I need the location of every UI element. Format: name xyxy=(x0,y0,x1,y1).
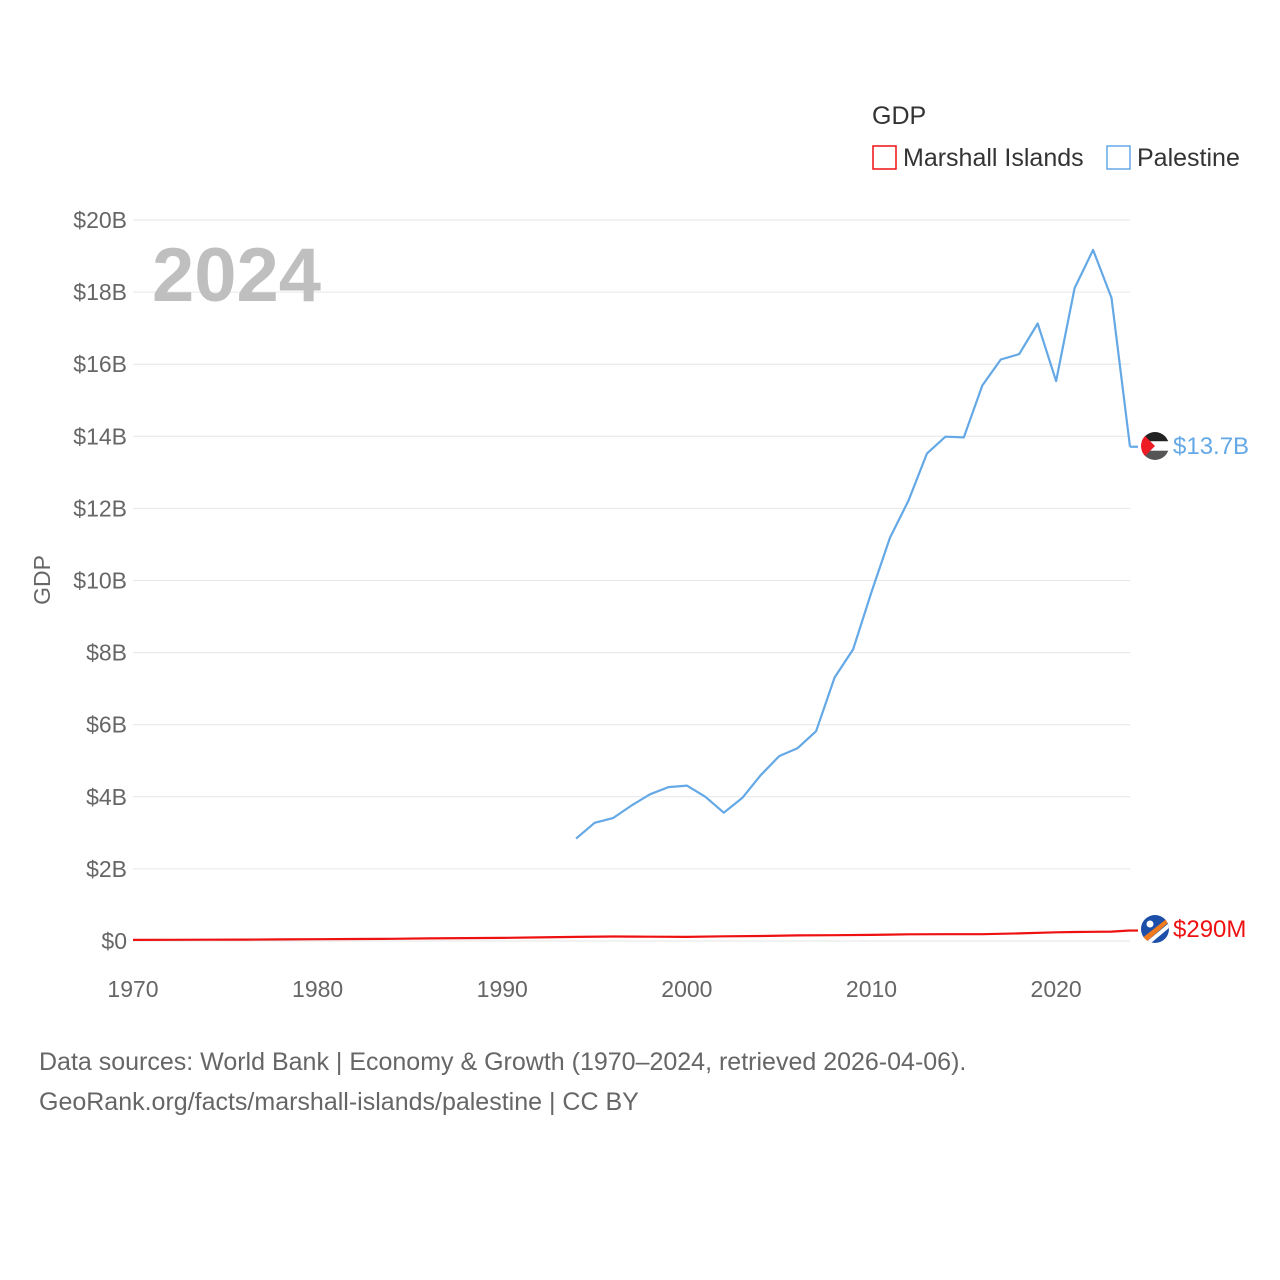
series-end-labels: $290M $13.7B xyxy=(1141,432,1249,943)
y-tick-label: $0 xyxy=(101,928,127,954)
gdp-line-chart: $0 $2B $4B $6B $8B $10B $12B $14B $16B $18B $20B 1… xyxy=(29,102,1249,1002)
x-tick-label: 2020 xyxy=(1031,976,1082,1002)
legend-swatch xyxy=(1106,145,1131,170)
end-value-label: $13.7B xyxy=(1173,433,1249,460)
series-lines xyxy=(132,248,1138,942)
y-axis-title: GDP xyxy=(29,555,55,605)
y-tick-label: $12B xyxy=(73,495,127,521)
y-tick-label: $20B xyxy=(73,207,127,233)
y-tick-label: $8B xyxy=(86,640,127,666)
legend-label: Palestine xyxy=(1137,144,1240,172)
y-axis-ticks: $0 $2B $4B $6B $8B $10B $12B $14B $16B $18B $20B xyxy=(73,207,127,954)
data-source-note: Data sources: World Bank | Economy & Gro… xyxy=(39,1048,967,1076)
y-tick-label: $2B xyxy=(86,856,127,882)
palestine-flag-icon xyxy=(1141,432,1169,460)
legend-item-palestine[interactable]: Palestine xyxy=(1106,144,1240,172)
grid-lines xyxy=(133,219,1130,942)
year-watermark: 2024 xyxy=(152,233,321,318)
legend-swatch xyxy=(872,145,897,170)
y-tick-label: $6B xyxy=(86,712,127,738)
series-line-marshall-islands xyxy=(132,929,1131,942)
footer: Data sources: World Bank | Economy & Gro… xyxy=(39,1042,966,1122)
x-axis-ticks: 1970 1980 1990 2000 2010 2020 xyxy=(107,976,1081,1002)
y-tick-label: $4B xyxy=(86,784,127,810)
y-tick-label: $18B xyxy=(73,279,127,305)
x-tick-label: 1970 xyxy=(107,976,158,1002)
marshall-islands-flag-icon xyxy=(1141,915,1169,943)
x-tick-label: 2010 xyxy=(846,976,897,1002)
legend-item-marshall-islands[interactable]: Marshall Islands xyxy=(872,144,1084,172)
legend-title: GDP xyxy=(872,102,926,130)
source-link[interactable]: GeoRank.org/facts/marshall-islands/pales… xyxy=(39,1088,639,1116)
end-value-label: $290M xyxy=(1173,916,1246,943)
x-tick-label: 1980 xyxy=(292,976,343,1002)
y-tick-label: $14B xyxy=(73,423,127,449)
y-tick-label: $10B xyxy=(73,568,127,594)
series-line-palestine xyxy=(575,248,1132,840)
y-tick-label: $16B xyxy=(73,351,127,377)
legend: GDP Marshall Islands Palestine xyxy=(872,102,1240,172)
x-tick-label: 2000 xyxy=(661,976,712,1002)
legend-label: Marshall Islands xyxy=(903,144,1084,172)
x-tick-label: 1990 xyxy=(477,976,528,1002)
